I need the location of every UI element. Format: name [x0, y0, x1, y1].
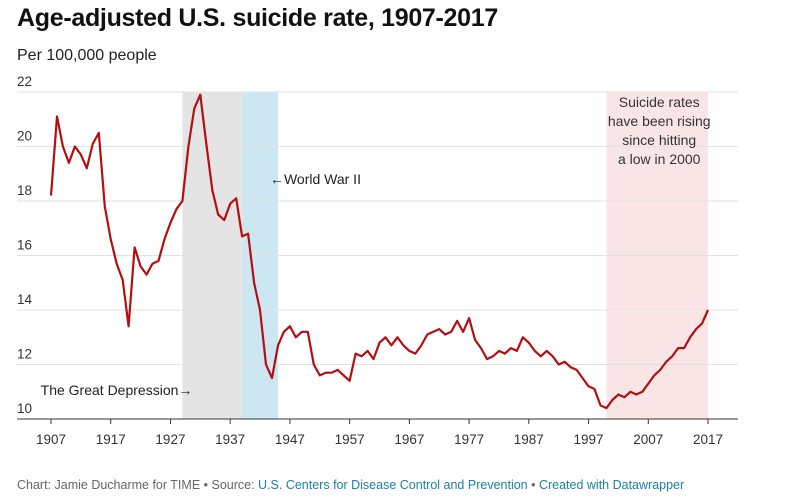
separator: •: [200, 478, 212, 492]
x-tick-label: 1957: [335, 432, 365, 447]
chart-title: Age-adjusted U.S. suicide rate, 1907-201…: [17, 4, 498, 32]
x-tick-label: 1997: [574, 432, 604, 447]
x-tick-label: 2017: [693, 432, 723, 447]
great-depression-annotation: The Great Depression→: [41, 382, 193, 398]
y-tick-label: 16: [17, 238, 32, 253]
annotations: The Great Depression→ ←World War II Suicid…: [41, 94, 711, 398]
y-tick-label: 12: [17, 347, 32, 362]
source-label: Source:: [211, 478, 259, 492]
suicide-rate-line: [49, 93, 710, 410]
credit-text: Chart: Jamie Ducharme for TIME: [17, 478, 201, 492]
world-war-ii-annotation: ←World War II: [270, 171, 361, 187]
x-tick-label: 1917: [96, 432, 126, 447]
chart-footer: Chart: Jamie Ducharme for TIME • Source:…: [17, 478, 684, 492]
gridlines: [17, 91, 738, 420]
x-tick-label: 2007: [633, 432, 663, 447]
rising-rates-annotation-line: a low in 2000: [618, 151, 701, 167]
x-tick-label: 1977: [454, 432, 484, 447]
x-tick-label: 1947: [275, 432, 305, 447]
y-tick-label: 20: [17, 129, 32, 144]
x-tick-label: 1987: [514, 432, 544, 447]
y-tick-label: 18: [17, 183, 32, 198]
x-tick-label: 1967: [394, 432, 424, 447]
x-tick-label: 1937: [215, 432, 245, 447]
rising-rates-annotation-line: since hitting: [622, 132, 696, 148]
separator: •: [527, 478, 539, 492]
source-link[interactable]: U.S. Centers for Disease Control and Pre…: [258, 478, 528, 492]
rising-rates-annotation-line: have been rising: [608, 113, 711, 129]
y-tick-label: 22: [17, 74, 32, 89]
y-tick-label: 14: [17, 292, 33, 307]
y-axis-ticks: 10 12 14 16 18 20 22: [17, 74, 33, 416]
x-axis-ticks: 1907 1917 1927 1937 1947 1957 1967 1977 1987 1997…: [36, 419, 723, 447]
x-tick-label: 1927: [155, 432, 185, 447]
chart-subtitle: Per 100,000 people: [17, 47, 157, 64]
datawrapper-link[interactable]: Created with Datawrapper: [538, 478, 685, 492]
y-tick-label: 10: [17, 401, 32, 416]
rising-rates-annotation-line: Suicide rates: [619, 94, 700, 110]
x-tick-label: 1907: [36, 432, 66, 447]
